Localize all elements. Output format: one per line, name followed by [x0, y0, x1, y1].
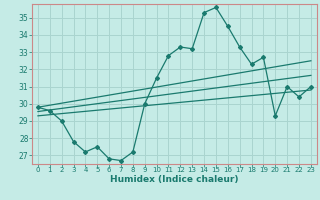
X-axis label: Humidex (Indice chaleur): Humidex (Indice chaleur): [110, 175, 239, 184]
